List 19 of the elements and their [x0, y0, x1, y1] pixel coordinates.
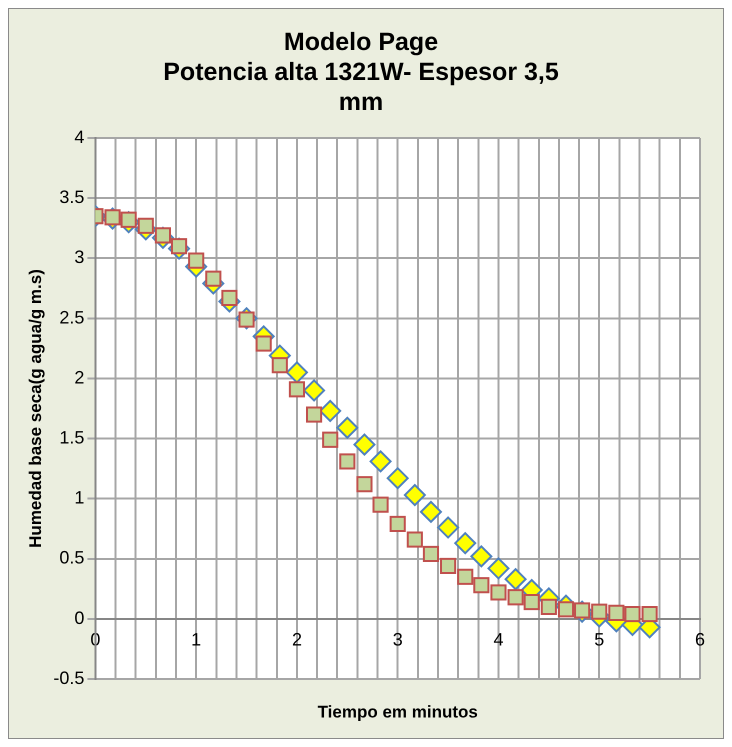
x-tick-label: 3: [392, 630, 403, 650]
y-tick-label: 0: [74, 608, 84, 628]
y-tick-label: 1.5: [59, 428, 84, 448]
x-tick-label: 1: [191, 630, 202, 650]
y-tick-label: 2.5: [59, 307, 84, 328]
x-tick-label: 6: [694, 630, 706, 650]
y-tick-label: 3.5: [59, 187, 84, 208]
y-tick-label: 1: [74, 488, 84, 508]
y-tick-label: 0.5: [59, 548, 84, 568]
y-tick-label: 2: [74, 367, 84, 388]
x-tick-label: 4: [493, 630, 504, 650]
y-axis-title: Humedad base seca(g agua/g m.s): [26, 269, 45, 548]
y-tick-label: 4: [74, 126, 84, 147]
x-tick-label: 5: [594, 630, 604, 650]
chart-title: Modelo Page Potencia alta 1321W- Espesor 3,5 mm: [163, 28, 559, 116]
x-axis-title: Tiempo em minutos: [318, 702, 478, 722]
y-tick-label: 3: [74, 247, 84, 268]
x-tick-label: 2: [292, 630, 302, 650]
y-tick-label: -0.5: [53, 668, 84, 688]
